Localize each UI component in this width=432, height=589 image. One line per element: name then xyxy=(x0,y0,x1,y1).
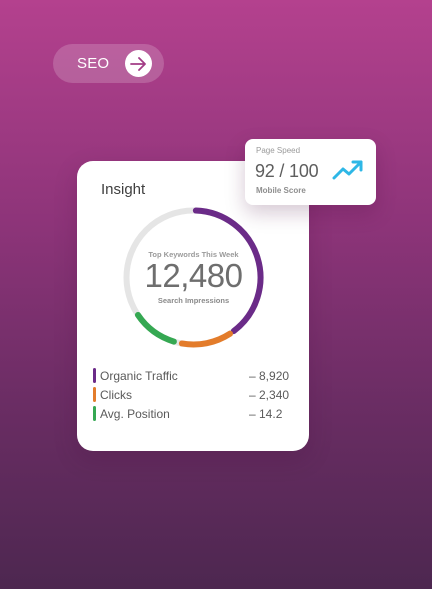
donut-center: Top Keywords This Week 12,480 Search Imp… xyxy=(121,205,266,350)
metric-color-bar xyxy=(93,406,96,421)
insight-title: Insight xyxy=(101,181,146,198)
metric-value: – 8,920 xyxy=(249,368,290,383)
metric-row-organic: Organic Traffic – 8,920 xyxy=(93,366,293,385)
metric-color-bar xyxy=(93,387,96,402)
page-speed-subtitle: Mobile Score xyxy=(256,186,306,195)
donut-chart xyxy=(123,207,264,348)
insight-card: Insight Top Keywords This Week 12,480 Se… xyxy=(77,161,309,451)
metric-color-bar xyxy=(93,368,96,383)
donut-subcaption: Search Impressions xyxy=(157,296,230,305)
metric-label: Organic Traffic xyxy=(100,368,178,383)
donut-segment-clicks xyxy=(178,330,233,348)
donut-value: 12,480 xyxy=(144,257,243,294)
trending-up-icon xyxy=(332,160,363,180)
metric-row-position: Avg. Position – 14.2 xyxy=(93,404,293,423)
metric-label: Avg. Position xyxy=(100,406,170,421)
arrow-right-icon[interactable] xyxy=(125,50,152,77)
page-speed-value: 92 / 100 xyxy=(255,161,319,181)
metric-value: – 14.2 xyxy=(249,406,283,421)
page-speed-title: Page Speed xyxy=(256,146,301,155)
donut-segment-organic xyxy=(192,207,264,335)
metric-row-clicks: Clicks – 2,340 xyxy=(93,385,293,404)
seo-label: SEO xyxy=(77,55,110,72)
metrics-list: Organic Traffic – 8,920 Clicks – 2,340 A… xyxy=(93,366,293,423)
page-speed-card: Page Speed 92 / 100 Mobile Score xyxy=(245,139,376,205)
donut-caption: Top Keywords This Week xyxy=(148,250,239,259)
donut-segment-position xyxy=(134,311,177,345)
metric-label: Clicks xyxy=(100,387,132,402)
metric-value: – 2,340 xyxy=(249,387,290,402)
seo-button[interactable]: SEO xyxy=(53,44,164,83)
